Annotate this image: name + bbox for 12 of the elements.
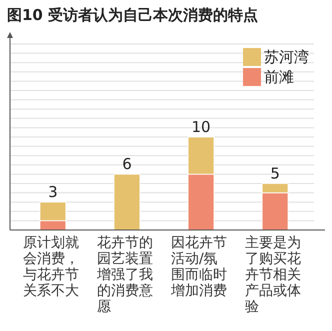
- annotation: 10: [191, 118, 211, 136]
- x-tick-label: 花卉节的园艺装置增强了我的消费意愿: [96, 235, 153, 315]
- legend-label: 前滩: [264, 68, 294, 86]
- bar: [114, 174, 140, 230]
- annotation: 3: [48, 183, 58, 202]
- annotation: 6: [122, 155, 132, 174]
- chart-title: 图10 受访者认为自己本次消费的特点: [7, 6, 258, 24]
- x-tick-label: 因花卉节活动/氛围而临时增加消费: [170, 235, 228, 299]
- x-tick-label: 原计划就会消费，与花卉节关系不大: [22, 235, 79, 299]
- x-tick-label: 主要是为了购买花卉节相关产品或体验: [245, 235, 302, 315]
- legend-label: 苏河湾: [264, 48, 309, 66]
- annotation: 5: [270, 164, 280, 182]
